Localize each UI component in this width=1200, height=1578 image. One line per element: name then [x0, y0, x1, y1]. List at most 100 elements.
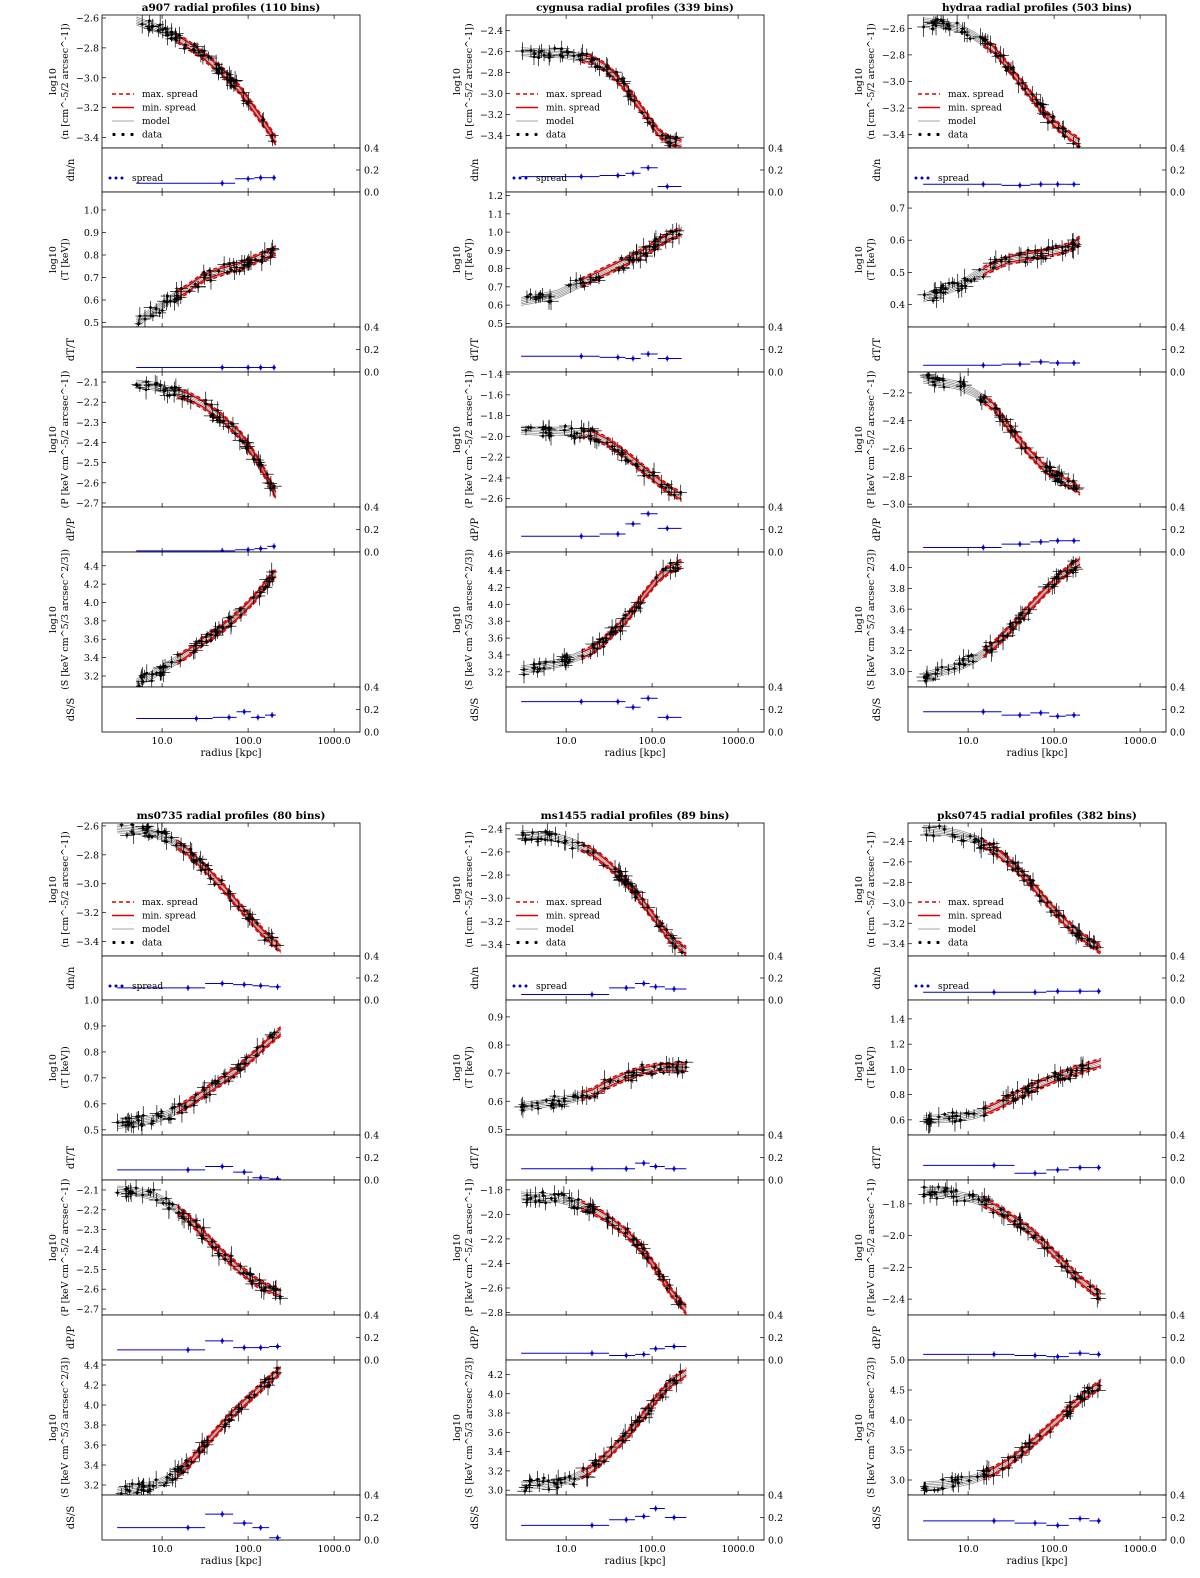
data-point [270, 935, 274, 939]
data-point [140, 1488, 144, 1492]
data-point [148, 19, 151, 23]
y-tick-label: −2.8 [882, 472, 905, 483]
data-point [239, 1264, 242, 1268]
spread-point [642, 1514, 646, 1518]
data-point [1022, 617, 1026, 621]
spread-point [590, 992, 594, 997]
data-point [209, 877, 213, 881]
data-point [214, 1082, 218, 1086]
data-point [958, 380, 962, 384]
plot-frame [101, 1359, 361, 1496]
y-axis-label-line1: log10 [854, 68, 865, 95]
data-point [576, 1096, 580, 1100]
data-point [1071, 571, 1075, 574]
data-point [177, 1211, 181, 1214]
y-tick-label: 4.4 [84, 561, 99, 572]
y-tick-label: −3.4 [76, 937, 99, 948]
data-point [163, 829, 166, 833]
legend-label: max. spread [142, 90, 198, 100]
legend-label: data [142, 131, 163, 141]
data-point [229, 622, 233, 626]
data-point [137, 322, 140, 326]
x-axis-label: radius [kpc] [201, 748, 262, 759]
legend-label: max. spread [142, 898, 198, 908]
data-point [934, 376, 938, 380]
y-tick-label: 0.7 [488, 1069, 503, 1080]
data-point [556, 840, 560, 843]
data-point [994, 258, 998, 262]
y-axis-label-line1: log10 [48, 68, 59, 95]
data-point [934, 672, 938, 676]
data-point [573, 437, 577, 440]
max-spread-line [580, 850, 687, 956]
y-axis-label: log10 (n [cm^-5/2 arcsec^-1]) [452, 23, 475, 139]
data-point [638, 1415, 641, 1419]
profile-panel-T: 0.5 0.6 0.7 0.8 0.9 1.0 log10 (T [keV]) [48, 191, 361, 329]
data-point [575, 431, 579, 435]
residual-tick-label: 0.2 [768, 1153, 783, 1164]
data-point [677, 1060, 681, 1063]
data-point [137, 1119, 140, 1122]
data-point [558, 1478, 562, 1481]
data-point [170, 1106, 174, 1110]
data-point [127, 1120, 131, 1124]
data-point [630, 1423, 633, 1427]
data-point [150, 679, 154, 683]
data-point [146, 825, 149, 829]
data-point [1024, 260, 1027, 264]
data-point [658, 235, 662, 239]
data-point [230, 422, 234, 426]
y-tick-label: 0.6 [890, 236, 905, 247]
y-tick-label: 0.6 [84, 296, 99, 307]
residual-frame [907, 147, 1167, 193]
data-point [673, 946, 677, 950]
data-point [1049, 910, 1053, 914]
data-point [652, 1399, 655, 1402]
data-point [173, 1467, 177, 1471]
y-axis-label: log10 (P [keV cm^-5/2 arcsec^-1]) [452, 371, 475, 509]
data-point [563, 841, 566, 845]
residual-label-text: dT/T [470, 338, 481, 361]
data-point [529, 426, 533, 430]
data-point [272, 1031, 276, 1035]
data-point [176, 298, 180, 301]
data-point [634, 1420, 638, 1424]
data-point [140, 1124, 144, 1128]
data-point [587, 1211, 591, 1214]
cluster-panel-0: a907 radial profiles (110 bins)−2.6−2.8−… [48, 2, 379, 759]
y-tick-label: −2.0 [480, 432, 503, 443]
residual-frame [505, 1494, 765, 1541]
legend-label: data [546, 131, 567, 141]
max-spread-line [177, 387, 277, 491]
data-point [193, 42, 197, 46]
data-point [142, 673, 146, 676]
data-point [172, 389, 176, 393]
data-point [183, 1104, 187, 1108]
data-point [222, 263, 226, 266]
y-axis-label: log10 (T [keV]) [452, 238, 475, 280]
data-point [195, 1225, 199, 1228]
legend-data-swatch [525, 940, 529, 945]
residual-label: dS/S [470, 698, 481, 722]
data-point [597, 278, 601, 282]
data-point [627, 1070, 630, 1074]
data-point [659, 483, 663, 487]
data-point [1050, 472, 1054, 476]
data-point [176, 1469, 179, 1473]
y-axis-label: log10 (n [cm^-5/2 arcsec^-1]) [48, 23, 71, 139]
data-point [1051, 115, 1055, 119]
data-point [930, 27, 934, 31]
residual-label: dS/S [66, 698, 77, 722]
data-point [533, 52, 536, 56]
x-axis-label: radius [kpc] [605, 748, 666, 759]
profile-panel-T: 0.5 0.6 0.7 0.8 0.9 1.0 1.1 1.2 log10 (T [keV]) [452, 191, 765, 330]
data-point [161, 28, 165, 32]
data-point [1009, 625, 1012, 629]
legend-spread-label: spread [536, 174, 567, 184]
residual-tick-label: 0.0 [768, 1536, 783, 1547]
profile-panel-T: 0.4 0.5 0.6 0.7 log10 (T [keV]) [854, 191, 1167, 328]
residual-tick-label: 0.0 [364, 188, 379, 199]
data-point [153, 382, 157, 386]
data-point [675, 1381, 678, 1385]
spread-point [646, 166, 650, 170]
